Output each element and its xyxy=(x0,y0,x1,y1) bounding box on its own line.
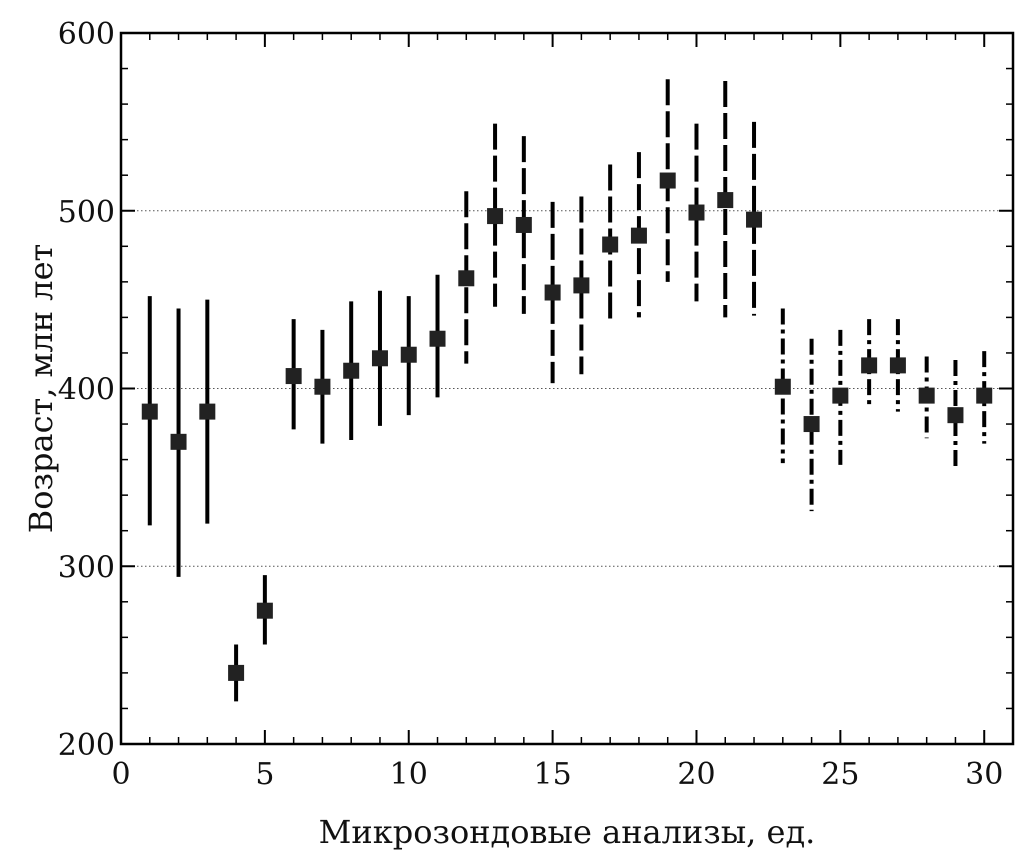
data-point-8 xyxy=(343,362,360,379)
data-point-26 xyxy=(861,357,878,374)
x-axis-title: Микрозондовые анализы, ед. xyxy=(319,813,816,851)
x-tick-label-10: 10 xyxy=(390,757,428,792)
data-point-17 xyxy=(602,236,619,253)
y-tick-label-600: 600 xyxy=(58,17,115,52)
y-tick-label-400: 400 xyxy=(58,373,115,408)
y-tick-label-500: 500 xyxy=(58,195,115,230)
data-point-28 xyxy=(918,387,935,404)
x-tick-label-30: 30 xyxy=(965,757,1003,792)
data-point-14 xyxy=(515,216,532,233)
data-point-23 xyxy=(774,378,791,395)
data-point-16 xyxy=(573,277,590,294)
y-tick-label-200: 200 xyxy=(58,728,115,763)
x-tick-label-15: 15 xyxy=(534,757,572,792)
x-tick-label-0: 0 xyxy=(111,757,130,792)
x-tick-label-5: 5 xyxy=(255,757,274,792)
y-axis-title: Возраст, млн лет xyxy=(22,244,60,533)
data-point-19 xyxy=(659,172,676,189)
data-point-18 xyxy=(630,227,647,244)
data-point-21 xyxy=(717,192,734,209)
data-point-7 xyxy=(314,378,331,395)
error-bars xyxy=(147,79,987,702)
data-point-13 xyxy=(487,208,504,225)
data-point-25 xyxy=(832,387,849,404)
data-point-10 xyxy=(400,346,417,363)
data-point-24 xyxy=(803,416,820,433)
axis-ticks xyxy=(120,32,1013,745)
data-point-3 xyxy=(199,403,216,420)
data-point-4 xyxy=(228,664,245,681)
x-tick-label-20: 20 xyxy=(677,757,715,792)
data-point-12 xyxy=(458,270,475,287)
data-point-20 xyxy=(688,204,705,221)
data-point-15 xyxy=(544,284,561,301)
data-markers xyxy=(141,172,993,681)
data-point-27 xyxy=(889,357,906,374)
data-point-9 xyxy=(371,350,388,367)
data-point-5 xyxy=(256,602,273,619)
data-point-22 xyxy=(746,211,763,228)
plot-frame xyxy=(119,31,1015,746)
data-point-30 xyxy=(976,387,993,404)
data-point-6 xyxy=(285,368,302,385)
data-point-1 xyxy=(141,403,158,420)
grid-lines xyxy=(121,210,1013,567)
data-point-2 xyxy=(170,433,187,450)
data-point-29 xyxy=(947,407,964,424)
data-point-11 xyxy=(429,330,446,347)
y-tick-label-300: 300 xyxy=(58,550,115,585)
x-tick-label-25: 25 xyxy=(821,757,859,792)
tick-labels: 0 5 10 15 20 25 30 200 300 400 500 600 xyxy=(58,17,1004,792)
